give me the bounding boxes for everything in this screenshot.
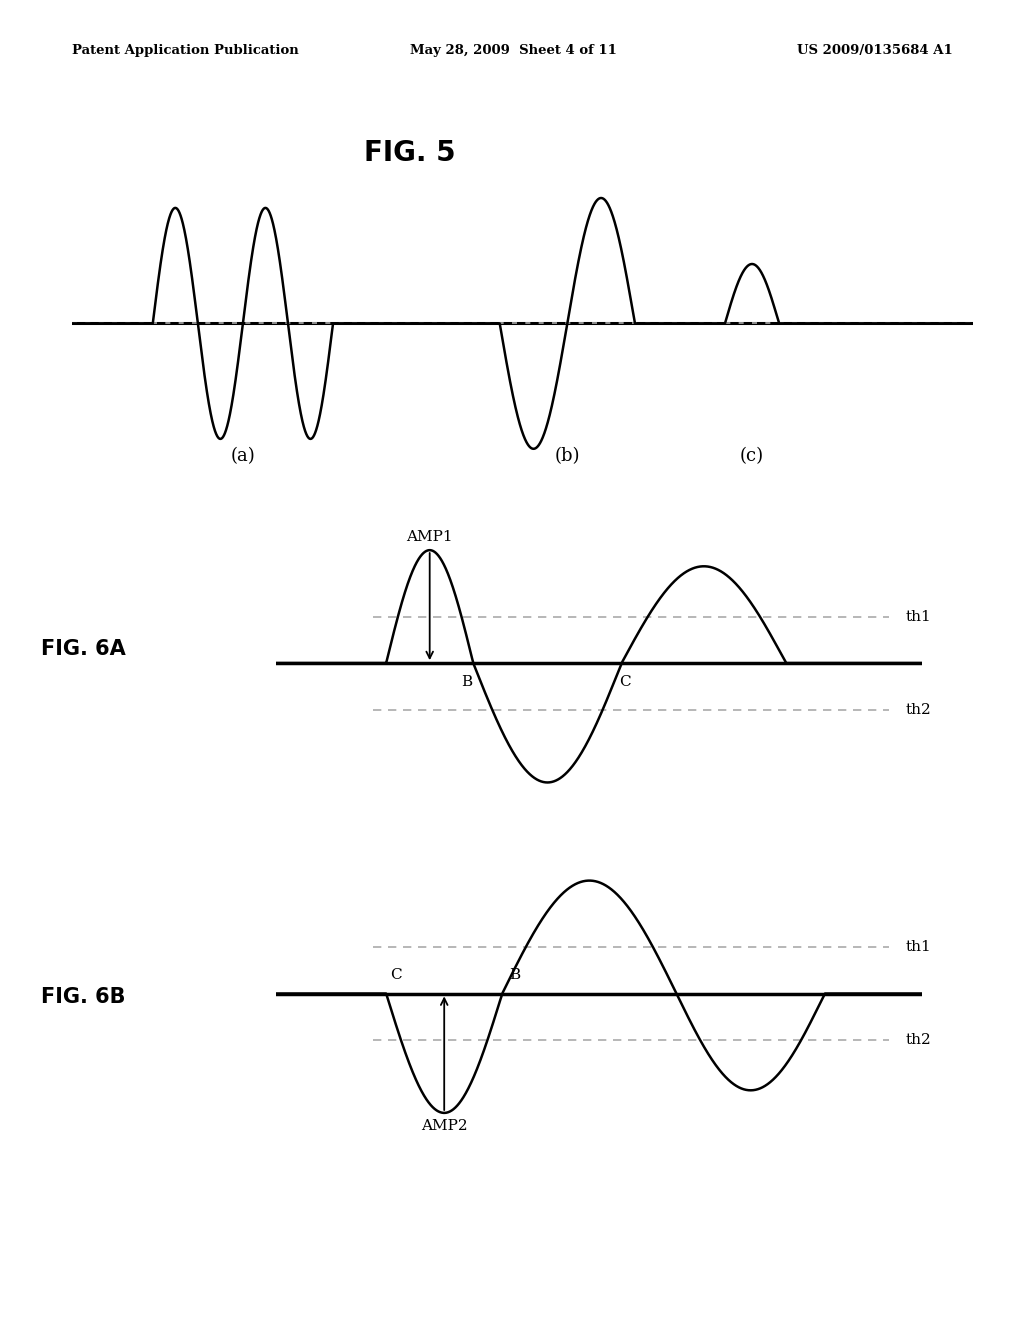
Text: B: B [461, 675, 472, 689]
Text: AMP1: AMP1 [407, 529, 453, 544]
Text: th2: th2 [905, 1034, 931, 1047]
Text: FIG. 6B: FIG. 6B [41, 986, 126, 1007]
Text: May 28, 2009  Sheet 4 of 11: May 28, 2009 Sheet 4 of 11 [410, 44, 616, 57]
Text: th1: th1 [905, 610, 931, 623]
Text: th1: th1 [905, 940, 931, 954]
Text: C: C [620, 675, 631, 689]
Text: FIG. 5: FIG. 5 [364, 139, 456, 166]
Text: th2: th2 [905, 702, 931, 717]
Text: C: C [390, 968, 401, 982]
Text: (a): (a) [230, 447, 255, 466]
Text: FIG. 6A: FIG. 6A [41, 639, 126, 660]
Text: AMP2: AMP2 [421, 1119, 468, 1134]
Text: Patent Application Publication: Patent Application Publication [72, 44, 298, 57]
Text: (c): (c) [740, 447, 764, 466]
Text: B: B [510, 968, 521, 982]
Text: (b): (b) [555, 447, 580, 466]
Text: US 2009/0135684 A1: US 2009/0135684 A1 [797, 44, 952, 57]
